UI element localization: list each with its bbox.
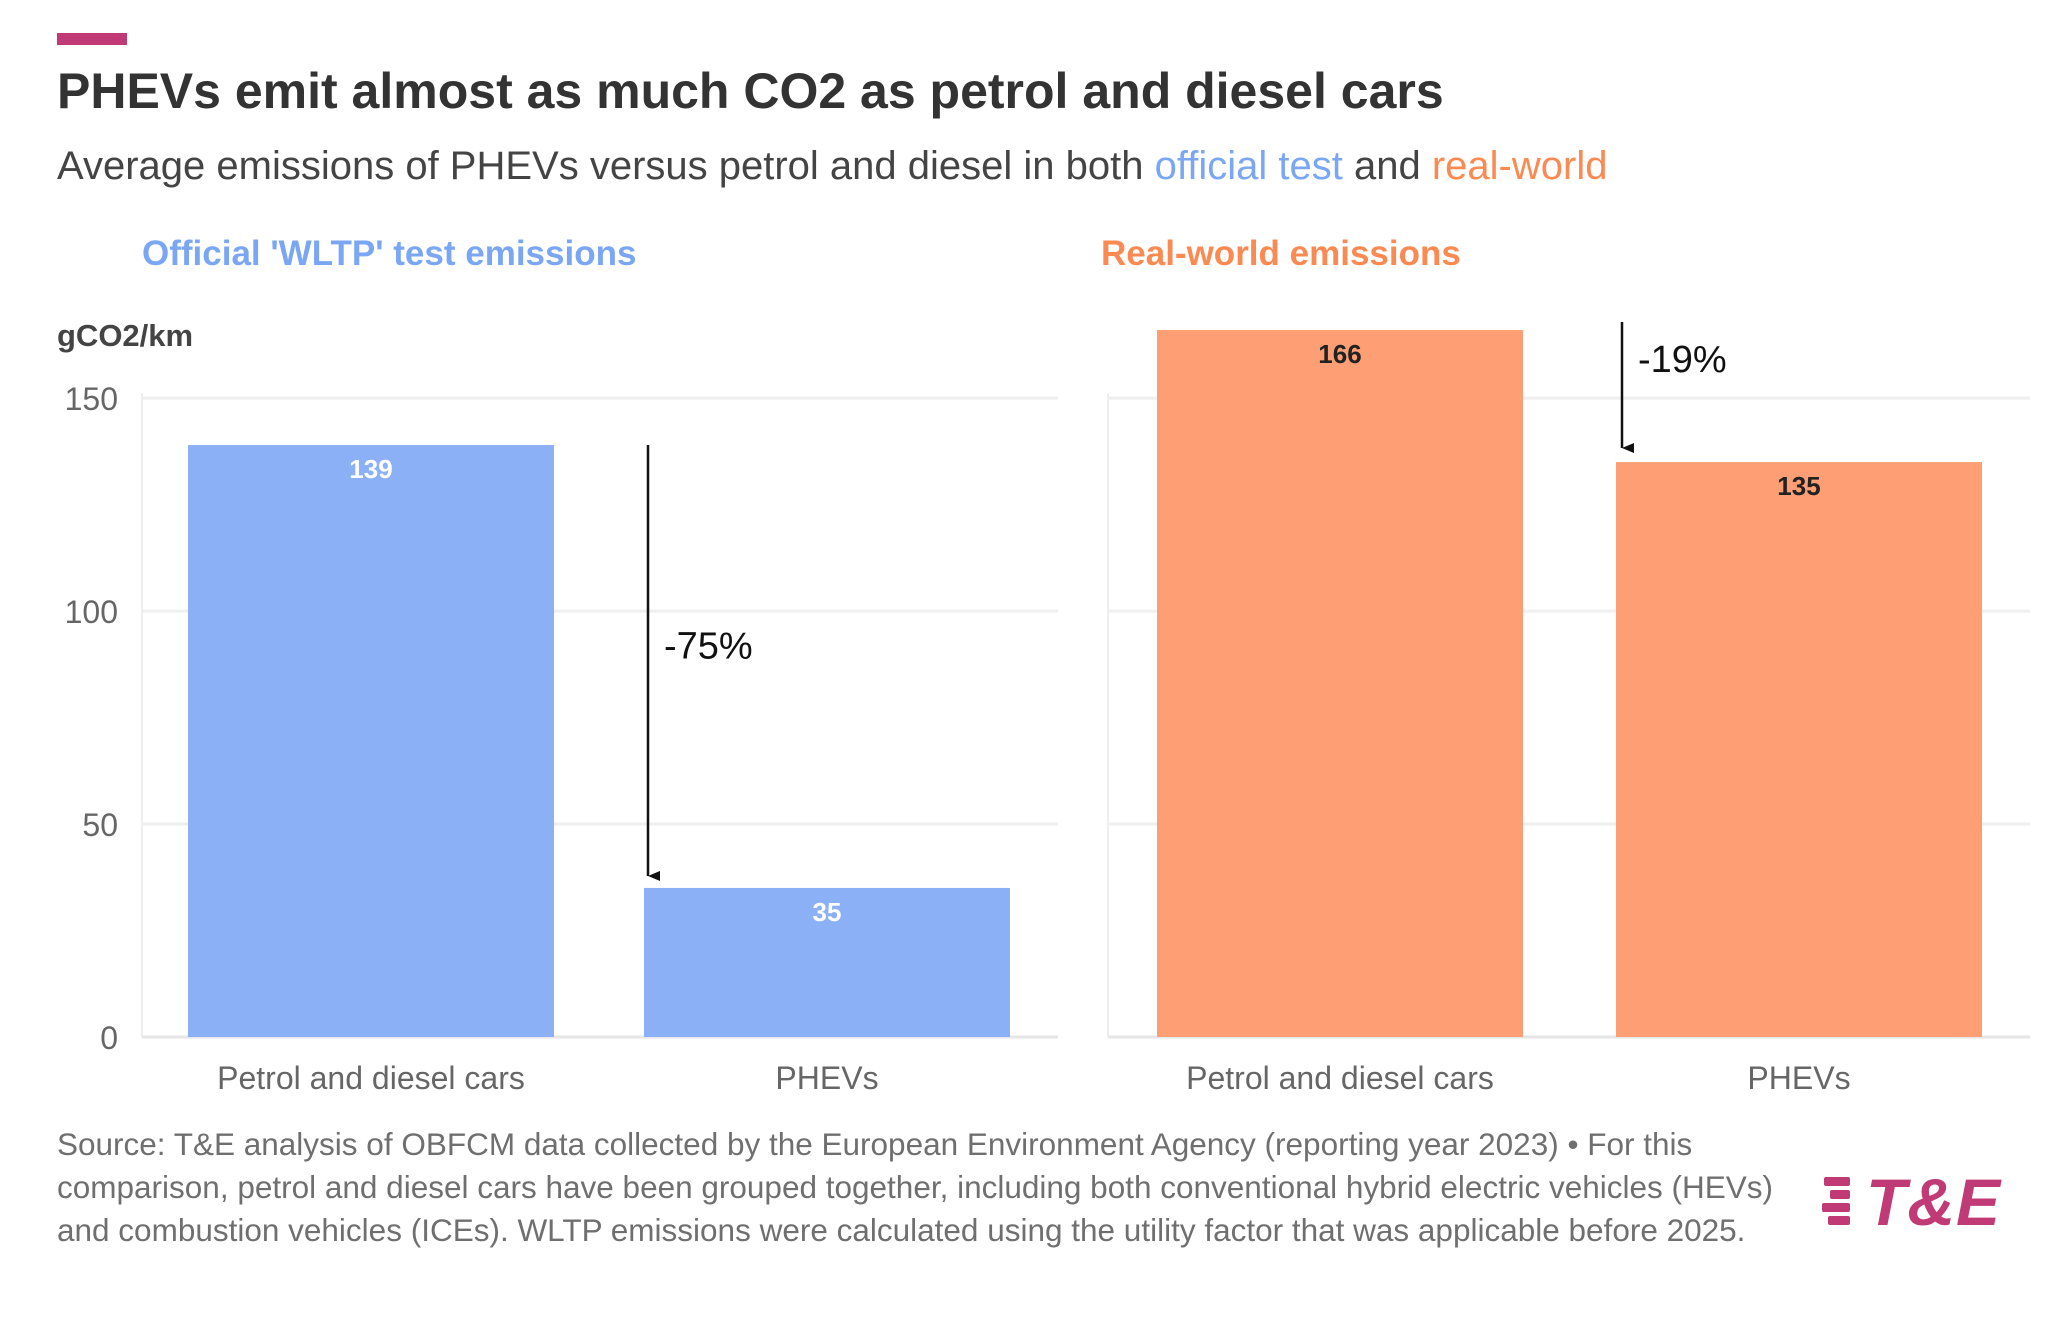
- x-category-label: PHEVs: [1747, 1060, 1850, 1096]
- x-category-label: Petrol and diesel cars: [1186, 1060, 1494, 1096]
- chart-subtitle: Average emissions of PHEVs versus petrol…: [57, 144, 1607, 189]
- bar: [1157, 330, 1523, 1038]
- panel-title-official: Official 'WLTP' test emissions: [142, 234, 637, 273]
- reduction-percent-label: -75%: [664, 625, 753, 667]
- source-note: Source: T&E analysis of OBFCM data colle…: [57, 1126, 1773, 1248]
- y-tick-label: 50: [82, 807, 118, 843]
- y-tick-label: 0: [100, 1020, 118, 1056]
- subtitle-real-world: real-world: [1431, 144, 1608, 188]
- accent-bar: [57, 33, 127, 45]
- bar: [644, 887, 1010, 1037]
- y-axis-unit-label: gCO2/km: [57, 318, 194, 353]
- te-logo: T&E: [1818, 1164, 2001, 1240]
- bar: [1616, 462, 1982, 1037]
- subtitle-official-test: official test: [1154, 144, 1343, 188]
- te-logo-text: T&E: [1866, 1165, 2001, 1239]
- subtitle-prefix: Average emissions of PHEVs versus petrol…: [57, 144, 1155, 188]
- te-logo-mark-icon: [1818, 1173, 1854, 1231]
- x-category-label: PHEVs: [775, 1060, 878, 1096]
- bar-value-label: 35: [813, 897, 842, 927]
- subtitle-and: and: [1342, 144, 1432, 188]
- panel-title-real-world: Real-world emissions: [1101, 234, 1461, 273]
- y-tick-label: 100: [65, 594, 118, 630]
- x-category-label: Petrol and diesel cars: [217, 1060, 525, 1096]
- y-tick-label: 150: [65, 381, 118, 417]
- bar: [188, 445, 554, 1037]
- reduction-percent-label: -19%: [1638, 339, 1727, 381]
- bar-value-label: 166: [1318, 339, 1361, 369]
- bar-value-label: 135: [1777, 471, 1820, 501]
- bar-value-label: 139: [349, 454, 392, 484]
- chart-title: PHEVs emit almost as much CO2 as petrol …: [57, 63, 1444, 119]
